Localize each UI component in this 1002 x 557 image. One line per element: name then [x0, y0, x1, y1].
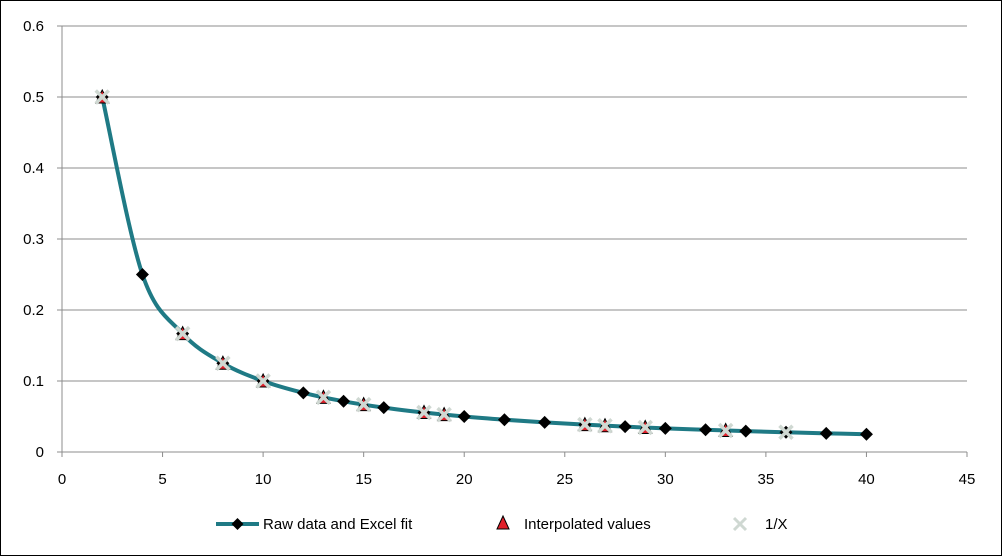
- legend-x-marker: [732, 516, 748, 532]
- data-point-x: [315, 389, 332, 406]
- data-point-diamond: [538, 415, 552, 429]
- series-line-raw-data: [100, 96, 867, 437]
- legend: Raw data and Excel fit Interpolated valu…: [216, 514, 788, 533]
- data-point-diamond: [739, 424, 753, 438]
- legend-item-raw-data: Raw data and Excel fit: [216, 516, 413, 533]
- data-point-diamond: [618, 420, 632, 434]
- data-point-diamond: [699, 423, 713, 437]
- data-point-diamond: [859, 427, 873, 441]
- gridlines: [62, 25, 967, 382]
- data-point-x: [215, 355, 231, 371]
- data-point-x: [174, 325, 191, 342]
- y-tick-label: 0: [36, 444, 44, 461]
- data-point-diamond: [819, 426, 833, 440]
- x-tick-label: 0: [58, 471, 66, 488]
- x-tick-label: 10: [255, 471, 272, 488]
- legend-label: Interpolated values: [524, 516, 651, 533]
- x-tick-labels: 0 5 10 15 20 25 30 35 40 45: [58, 471, 976, 488]
- data-point-x: [416, 404, 432, 421]
- y-tick-labels: 0 0.1 0.2 0.3 0.4 0.5 0.6: [23, 18, 44, 461]
- data-point-x: [355, 396, 372, 413]
- y-tick-label: 0.5: [23, 89, 44, 106]
- x-tick-label: 15: [355, 471, 372, 488]
- legend-item-1-over-x: 1/X: [732, 516, 788, 533]
- legend-label: 1/X: [765, 516, 788, 533]
- data-point-x: [717, 422, 734, 439]
- data-point-x: [577, 416, 593, 433]
- legend-triangle-marker: [496, 514, 510, 530]
- data-point-diamond: [497, 413, 511, 427]
- x-tick-label: 25: [556, 471, 573, 488]
- data-point-diamond: [457, 410, 471, 423]
- data-point-x: [94, 89, 110, 105]
- y-tick-label: 0.4: [23, 160, 44, 177]
- x-tick-label: 5: [158, 471, 166, 488]
- data-point-diamond: [658, 421, 672, 435]
- y-tick-label: 0.6: [23, 18, 44, 35]
- y-tick-label: 0.2: [23, 302, 44, 319]
- legend-label: Raw data and Excel fit: [263, 516, 413, 533]
- data-point-x: [436, 406, 452, 423]
- data-point-diamond: [296, 386, 310, 400]
- x-tick-label: 20: [456, 471, 473, 488]
- data-point-diamond: [337, 394, 351, 408]
- data-point-x: [255, 373, 271, 389]
- y-tick-label: 0.1: [23, 373, 44, 390]
- data-point-x: [778, 424, 794, 440]
- data-point-diamond: [377, 401, 391, 415]
- y-tick-label: 0.3: [23, 231, 44, 248]
- plot-area: [94, 88, 873, 441]
- x-tick-label: 40: [858, 471, 875, 488]
- data-point-x: [637, 419, 653, 436]
- legend-diamond-marker: [231, 518, 244, 530]
- x-tick-label: 30: [657, 471, 674, 488]
- data-point-x: [597, 417, 613, 434]
- x-tick-label: 45: [959, 471, 976, 488]
- axes: [57, 25, 968, 457]
- data-point-diamond: [135, 268, 149, 281]
- x-tick-label: 35: [758, 471, 775, 488]
- legend-item-interpolated: Interpolated values: [496, 514, 651, 533]
